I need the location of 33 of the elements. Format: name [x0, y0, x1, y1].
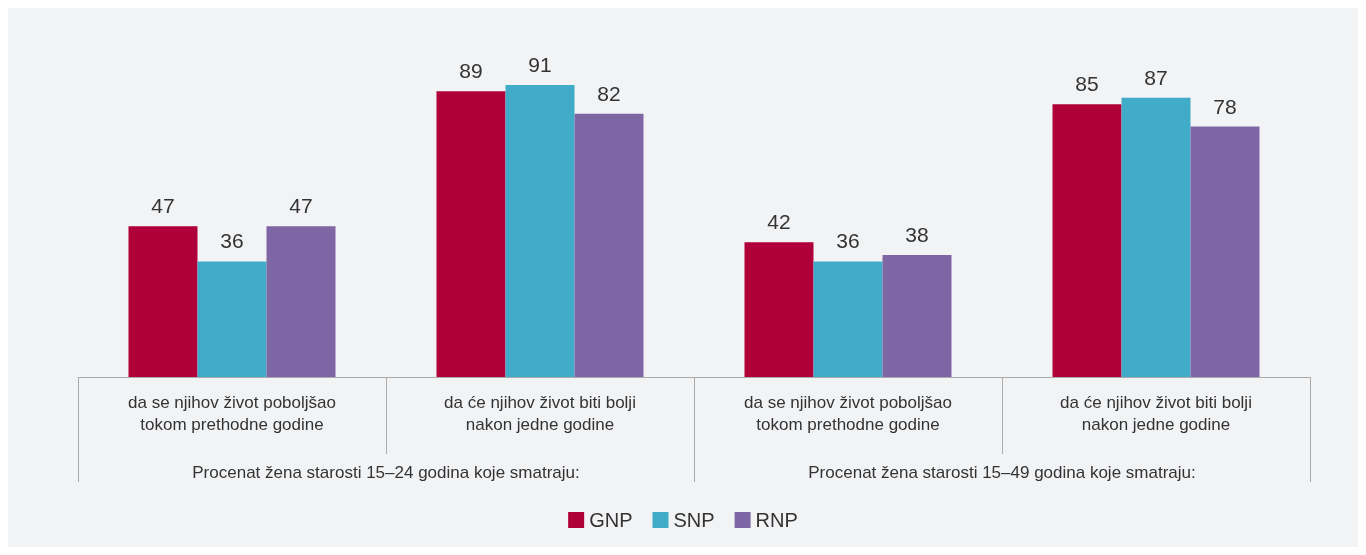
- x-tick-label: da se njihov život poboljšao tokom prethodne godine: [744, 392, 952, 434]
- bar: [128, 226, 198, 377]
- legend-label: RNP: [755, 509, 798, 531]
- bar: [505, 84, 575, 377]
- x-tick-label: da će njihov život biti bolji nakon jedne godine: [444, 392, 636, 434]
- data-label: 36: [836, 229, 860, 253]
- bar: [1052, 104, 1122, 377]
- bar: [882, 255, 952, 377]
- bar: [744, 242, 814, 377]
- bar: [266, 226, 336, 377]
- bar: [574, 113, 644, 377]
- data-label: 91: [528, 52, 552, 76]
- data-label: 36: [220, 229, 244, 253]
- bar: [197, 261, 267, 377]
- data-label: 85: [1075, 72, 1099, 96]
- bar: [436, 91, 506, 377]
- legend-label: GNP: [589, 509, 633, 531]
- legend-label: SNP: [673, 509, 715, 531]
- bar: [813, 261, 883, 377]
- data-label: 87: [1144, 65, 1168, 89]
- text: Procenat žena starosti 15–49 godina koje smatraju:: [808, 463, 1196, 482]
- data-label: 47: [151, 194, 175, 218]
- bar: [1121, 97, 1191, 377]
- data-label: 78: [1213, 94, 1237, 118]
- data-label: 42: [767, 210, 791, 234]
- data-label: 82: [597, 81, 621, 105]
- data-label: 89: [459, 59, 483, 83]
- text: Procenat žena starosti 15–24 godina koje smatraju:: [192, 463, 580, 482]
- x-tick-label: da se njihov život poboljšao tokom prethodne godine: [128, 392, 336, 434]
- bar: [1190, 126, 1260, 377]
- data-label: 38: [905, 223, 929, 247]
- data-label: 47: [289, 194, 313, 218]
- x-tick-label: da će njihov život biti bolji nakon jedne godine: [1060, 392, 1252, 434]
